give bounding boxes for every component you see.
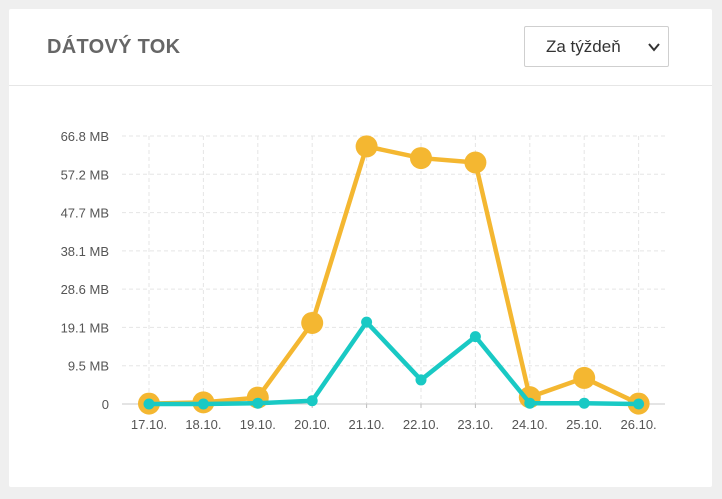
data-point[interactable]	[469, 331, 481, 343]
period-select-value: Za týždeň	[546, 37, 621, 56]
series	[138, 135, 650, 415]
data-point[interactable]	[143, 398, 155, 410]
y-tick-label: 0	[102, 397, 109, 412]
data-point[interactable]	[410, 147, 432, 170]
series-1	[138, 135, 650, 415]
data-flow-line-chart: 0 9.5 MB 19.1 MB 28.6 MB 38.1 MB 47.7 MB 57.2 …	[61, 129, 665, 432]
series-line	[146, 319, 641, 407]
x-tick-label: 21.10.	[349, 417, 385, 432]
y-tick-label: 9.5 MB	[68, 359, 109, 374]
y-tick-label: 57.2 MB	[61, 167, 109, 182]
y-tick-label: 47.7 MB	[61, 206, 109, 221]
y-tick-label: 19.1 MB	[61, 320, 109, 335]
data-point[interactable]	[361, 316, 373, 328]
chevron-down-icon	[648, 43, 660, 52]
period-select[interactable]: Za týždeň	[524, 26, 669, 67]
x-tick-label: 23.10.	[457, 417, 493, 432]
chart-area: 0 9.5 MB 19.1 MB 28.6 MB 38.1 MB 47.7 MB 57.2 …	[9, 86, 712, 487]
y-tick-label: 66.8 MB	[61, 129, 109, 144]
x-tick-label: 18.10.	[185, 417, 221, 432]
x-tick-label: 25.10.	[566, 417, 602, 432]
data-point[interactable]	[573, 366, 596, 389]
x-tick-label: 22.10.	[403, 417, 439, 432]
series-2	[143, 316, 645, 410]
data-point[interactable]	[355, 135, 378, 158]
x-tick-label: 17.10.	[131, 417, 167, 432]
axes: 0 9.5 MB 19.1 MB 28.6 MB 38.1 MB 47.7 MB 57.2 …	[61, 129, 665, 432]
x-tick-label: 20.10.	[294, 417, 330, 432]
x-tick-label: 26.10.	[621, 417, 657, 432]
data-point[interactable]	[578, 397, 590, 409]
data-point[interactable]	[301, 311, 324, 334]
data-point[interactable]	[415, 374, 427, 386]
y-tick-label: 38.1 MB	[61, 244, 109, 259]
data-point[interactable]	[464, 151, 487, 174]
series-line	[146, 144, 641, 406]
x-tick-label: 24.10.	[512, 417, 548, 432]
data-point[interactable]	[252, 397, 264, 409]
x-tick-label: 19.10.	[240, 417, 276, 432]
grid	[122, 135, 665, 404]
data-flow-card: DÁTOVÝ TOK Za týždeň 0 9.5 MB 19.1 MB 28.6 …	[9, 9, 712, 487]
data-point[interactable]	[306, 395, 318, 407]
data-point[interactable]	[197, 398, 209, 410]
card-title: DÁTOVÝ TOK	[47, 36, 181, 58]
y-tick-label: 28.6 MB	[61, 282, 109, 297]
card-header: DÁTOVÝ TOK Za týždeň	[9, 9, 712, 86]
data-point[interactable]	[524, 397, 536, 409]
data-point[interactable]	[633, 398, 645, 410]
